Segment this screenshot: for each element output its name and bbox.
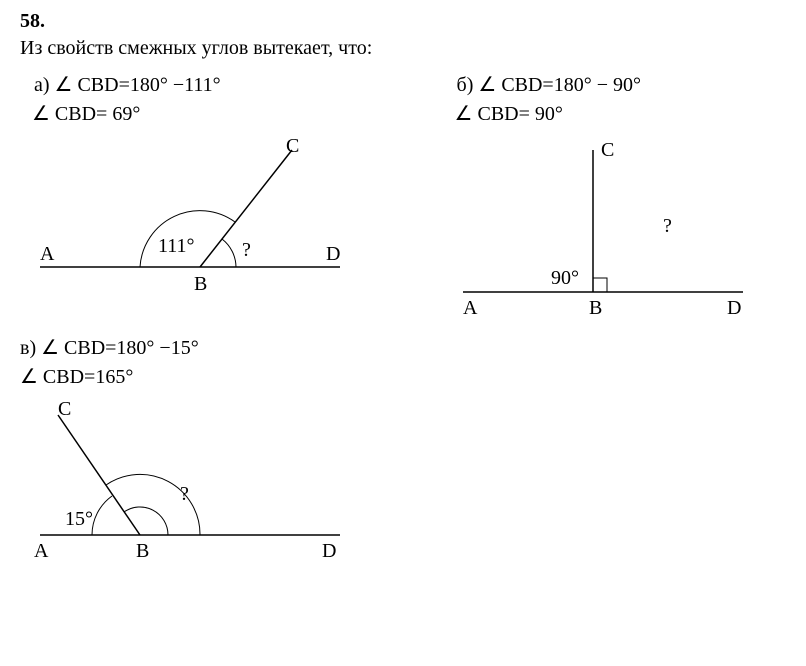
- part-a-label: а) ∠ CBD=180° −111°: [20, 72, 383, 97]
- label-B-a: B: [194, 273, 207, 295]
- row-ab: а) ∠ CBD=180° −111° ∠ CBD= 69° 111° ? A …: [20, 72, 786, 327]
- diagram-b-wrap: 90° ? A B C D: [443, 132, 786, 327]
- label-B-c: B: [136, 540, 149, 562]
- label-B-b: B: [589, 297, 602, 319]
- part-c-label: в) ∠ CBD=180° −15°: [20, 335, 400, 360]
- diagram-c: 15° ? A B C D: [20, 395, 360, 565]
- diagram-a-wrap: 111° ? A B C D: [20, 132, 383, 317]
- label-D-a: D: [326, 243, 340, 265]
- part-b: б) ∠ CBD=180° − 90° ∠ CBD= 90° 90° ? A B…: [443, 72, 786, 327]
- arc-q-a: [222, 239, 236, 267]
- label-111: 111°: [158, 235, 195, 257]
- part-c-result: ∠ CBD=165°: [20, 364, 400, 389]
- part-a-result: ∠ CBD= 69°: [20, 101, 383, 126]
- label-C-a: C: [286, 135, 299, 157]
- problem-number: 58.: [20, 10, 786, 33]
- part-a: а) ∠ CBD=180° −111° ∠ CBD= 69° 111° ? A …: [20, 72, 383, 327]
- diagram-c-wrap: 15° ? A B C D: [20, 395, 400, 570]
- arc-15: [92, 496, 112, 535]
- label-C-c: C: [58, 398, 71, 420]
- right-angle-marker: [593, 278, 607, 292]
- diagram-a: 111° ? A B C D: [20, 132, 360, 312]
- label-qa: ?: [242, 239, 251, 261]
- label-C-b: C: [601, 139, 614, 161]
- label-qc: ?: [180, 483, 189, 505]
- part-b-label: б) ∠ CBD=180° − 90°: [443, 72, 786, 97]
- label-A-a: A: [40, 243, 55, 265]
- label-15: 15°: [65, 508, 93, 530]
- label-90: 90°: [551, 267, 579, 289]
- label-A-b: A: [463, 297, 478, 319]
- diagram-b: 90° ? A B C D: [443, 132, 763, 322]
- label-D-b: D: [727, 297, 741, 319]
- label-qb: ?: [663, 215, 672, 237]
- part-b-result: ∠ CBD= 90°: [443, 101, 786, 126]
- label-D-c: D: [322, 540, 336, 562]
- intro-text: Из свойств смежных углов вытекает, что:: [20, 37, 786, 60]
- label-A-c: A: [34, 540, 49, 562]
- part-c: в) ∠ CBD=180° −15° ∠ CBD=165° 15° ? A B …: [20, 335, 400, 570]
